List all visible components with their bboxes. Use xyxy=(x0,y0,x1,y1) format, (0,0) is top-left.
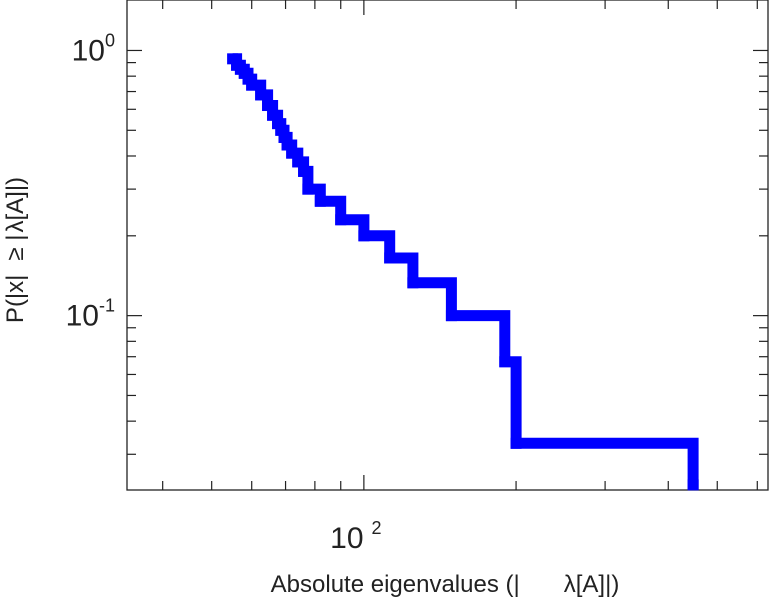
data-point-0-25 xyxy=(687,479,699,491)
x-tick-label-base-0: 10 xyxy=(330,522,363,555)
y-axis-label-part-1: P(|x| xyxy=(2,275,29,323)
data-point-0-12 xyxy=(281,139,293,151)
series-line-0 xyxy=(231,53,699,490)
y-tick-label-1: 10-1 xyxy=(66,296,115,333)
data-point-0-10 xyxy=(275,124,287,136)
data-point-0-22 xyxy=(445,310,457,322)
y-axis-label-part-3: λ[A]|) xyxy=(2,177,29,233)
y-axis-label-part-2: ≥ | xyxy=(2,235,29,261)
data-point-0-24 xyxy=(510,437,522,449)
data-point-0-20 xyxy=(384,252,396,264)
plot-frame xyxy=(126,0,769,491)
data-point-0-11 xyxy=(278,131,290,143)
data-point-0-8 xyxy=(267,109,279,121)
x-axis-label-part-1: Absolute eigenvalues (| xyxy=(271,571,520,598)
data-point-0-0 xyxy=(227,53,239,65)
y-axis-label: P(|x| ≥ |λ[A]|) xyxy=(2,177,29,323)
x-tick-label-exp-0: 2 xyxy=(372,518,382,538)
y-tick-label-exp-1: -1 xyxy=(99,296,115,316)
x-axis-label-part-2: λ[A]|) xyxy=(564,571,620,598)
y-tick-label-base-0: 10 xyxy=(72,34,105,67)
data-point-0-16 xyxy=(302,183,314,195)
data-point-0-23 xyxy=(499,356,511,368)
series-layer xyxy=(227,53,699,491)
data-point-0-17 xyxy=(314,195,326,207)
y-tick-label-0: 100 xyxy=(72,30,115,67)
data-point-0-14 xyxy=(292,156,304,168)
data-point-0-13 xyxy=(286,147,298,159)
data-point-0-15 xyxy=(298,165,310,177)
y-tick-label-exp-0: 0 xyxy=(105,30,115,50)
data-point-0-4 xyxy=(242,73,254,85)
data-point-0-19 xyxy=(358,230,370,242)
data-point-0-5 xyxy=(246,79,258,91)
data-point-0-3 xyxy=(238,67,250,79)
data-point-0-7 xyxy=(262,100,274,112)
ticks-layer xyxy=(127,0,768,490)
data-point-0-6 xyxy=(255,89,267,101)
y-tick-label-base-1: 10 xyxy=(66,300,99,333)
x-tick-label-0: 10 2 xyxy=(330,518,381,555)
x-axis-label: Absolute eigenvalues (| λ[A]|) xyxy=(271,571,620,598)
data-point-0-21 xyxy=(407,277,419,289)
data-point-0-9 xyxy=(272,118,284,130)
data-point-0-18 xyxy=(335,214,347,226)
